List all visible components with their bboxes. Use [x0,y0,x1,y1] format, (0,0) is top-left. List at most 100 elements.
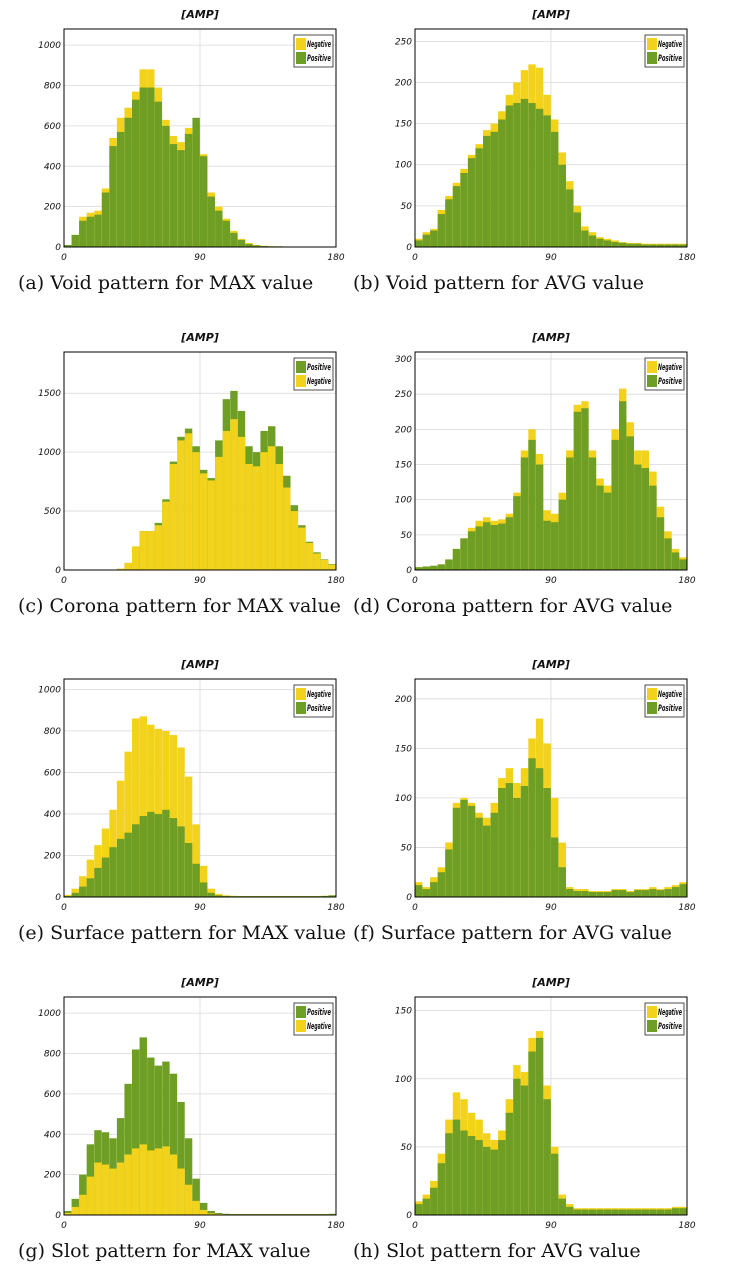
y-tick-label: 200 [44,203,61,213]
bar-positive [140,816,147,897]
bar-positive [596,486,603,570]
bar-negative [132,1148,139,1215]
bar-positive [536,465,543,570]
bar-positive [223,221,230,247]
bar-positive [177,826,184,897]
bar-positive [604,1210,611,1215]
figure-caption: (g) Slot pattern for MAX value [18,1240,370,1262]
bar-positive [140,88,147,247]
y-tick-label: 0 [406,566,412,576]
bar-positive [619,890,626,897]
y-tick-label: 800 [44,1050,61,1060]
bar-positive [536,768,543,897]
bar-positive [438,872,445,897]
bar-positive [543,1099,550,1215]
bar-positive [581,408,588,570]
y-tick-label: 200 [44,851,61,861]
chart-title: [AMP] [180,658,219,671]
x-tick-label: 0 [412,253,418,263]
x-tick-label: 90 [194,576,206,586]
bar-positive [664,889,671,897]
x-tick-label: 180 [327,1221,344,1231]
bar-negative [215,457,222,570]
bar-positive [423,566,430,570]
legend-label-negative: Negative [658,40,682,50]
bar-positive [415,885,422,897]
chart-title: [AMP] [180,331,219,344]
bar-negative [94,1163,101,1215]
bar-negative [230,419,237,570]
bar-positive [566,889,573,897]
bar-negative [140,531,147,570]
bar-positive [498,1140,505,1215]
bar-positive [611,440,618,570]
bar-positive [604,892,611,897]
bar-positive [528,1052,535,1216]
bar-positive [634,890,641,897]
bar-positive [445,849,452,897]
bar-positive [453,186,460,247]
x-tick-label: 180 [678,576,695,586]
bar-positive [521,1086,528,1215]
bar-positive [438,1163,445,1215]
bar-positive [117,132,124,247]
legend-swatch-positive [296,702,306,714]
bar-positive [468,531,475,570]
bar-negative [87,1177,94,1215]
y-tick-label: 0 [55,893,61,903]
bar-positive [657,517,664,570]
bar-positive [521,786,528,897]
bar-negative [260,452,267,570]
bar-positive [574,891,581,897]
bar-positive [664,538,671,570]
bar-positive [506,106,513,247]
bar-negative [117,1163,124,1215]
bar-positive [559,500,566,570]
bar-positive [649,1210,656,1215]
y-tick-label: 50 [401,202,413,212]
y-tick-label: 400 [44,810,61,820]
bar-positive [559,867,566,897]
x-tick-label: 180 [678,1221,695,1231]
bar-positive [627,1210,634,1215]
figure-caption: (a) Void pattern for MAX value [18,272,370,294]
bar-positive [521,457,528,570]
bar-positive [664,1210,671,1215]
bar-positive [642,1210,649,1215]
bar-positive [498,119,505,247]
bar-negative [306,543,313,570]
legend-swatch-positive [296,52,306,64]
bar-positive [124,118,131,247]
y-tick-label: 0 [55,1211,61,1221]
bar-negative [147,1150,154,1215]
legend-swatch-negative [296,688,306,700]
bar-positive [491,132,498,247]
y-tick-label: 400 [44,162,61,172]
bar-negative [72,1207,79,1215]
bar-positive [483,522,490,570]
chart-title: [AMP] [531,331,570,344]
bar-positive [611,1210,618,1215]
bar-positive [679,884,686,897]
legend-label-negative: Negative [307,40,331,50]
bar-positive [672,887,679,897]
bar-positive [200,882,207,897]
bar-positive [498,788,505,897]
chart-title: [AMP] [180,976,219,989]
y-tick-label: 150 [395,1007,412,1017]
bar-positive [230,233,237,247]
bar-positive [566,1207,573,1215]
legend-label-negative: Negative [658,363,682,373]
y-tick-label: 0 [406,1211,412,1221]
bar-positive [445,1133,452,1215]
legend-label-positive: Positive [658,54,682,64]
bar-positive [460,173,467,247]
legend-label-positive: Positive [307,54,331,64]
bar-positive [208,197,215,247]
bar-positive [672,1208,679,1215]
bar-positive [72,235,79,247]
bar-positive [109,847,116,897]
chart-title: [AMP] [531,8,570,21]
bar-positive [468,158,475,247]
